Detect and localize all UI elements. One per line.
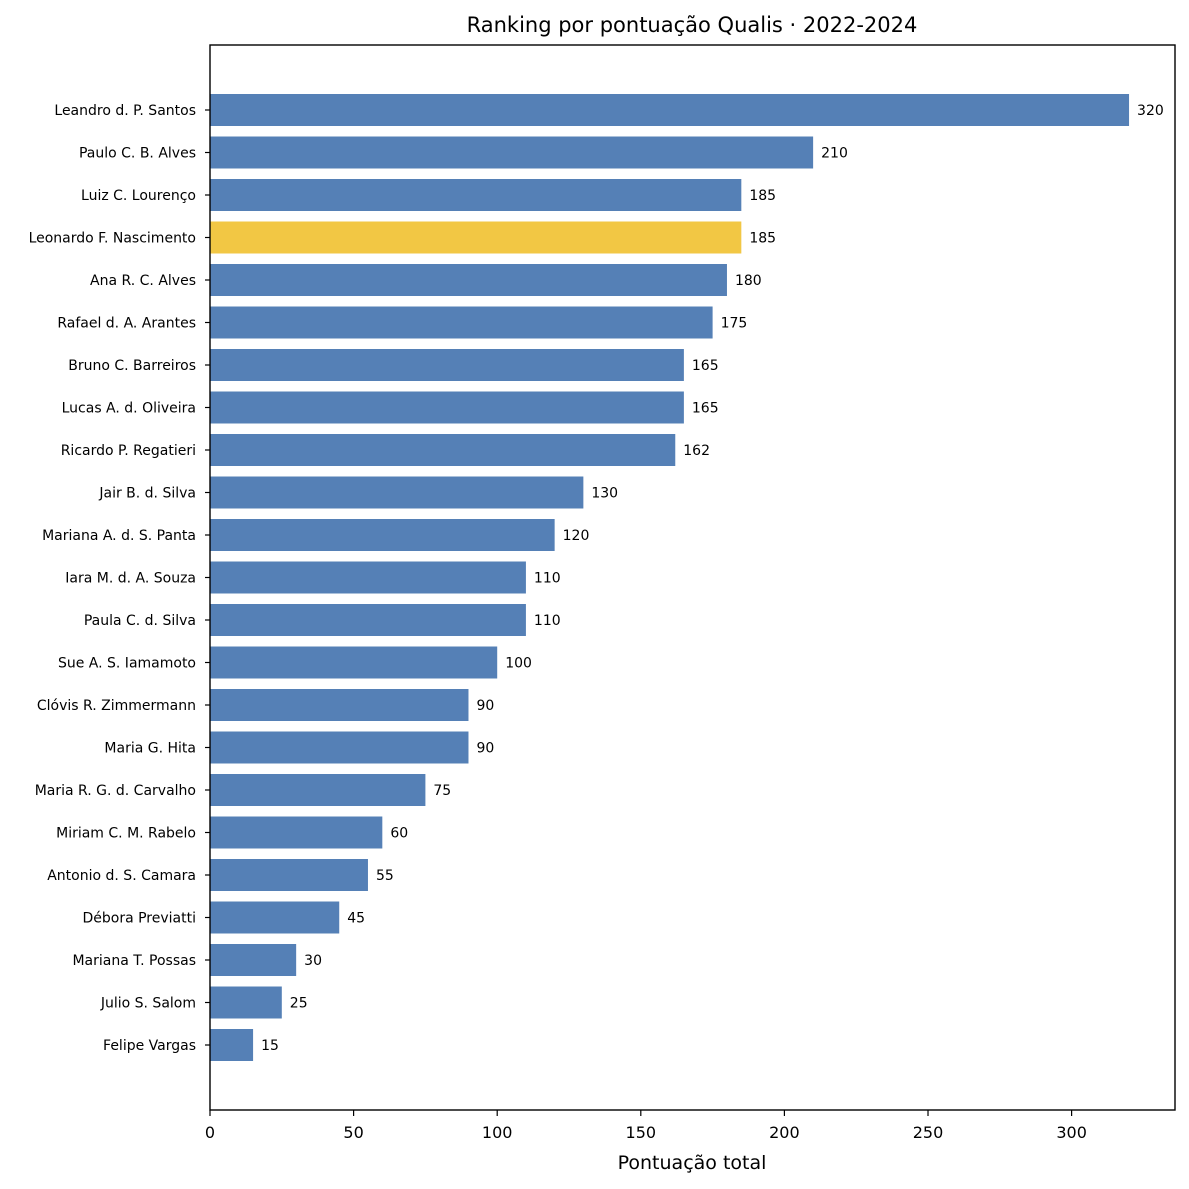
category-label: Leandro d. P. Santos: [54, 103, 196, 119]
x-tick-label: 50: [343, 1123, 363, 1142]
bar-3: [210, 221, 742, 254]
data-label: 25: [290, 996, 308, 1012]
bar-18: [210, 859, 368, 891]
bar-12: [210, 604, 526, 636]
data-label: 185: [749, 231, 776, 247]
x-tick-label: 200: [769, 1123, 800, 1142]
data-label: 110: [534, 613, 561, 629]
bar-8: [210, 434, 676, 466]
bar-19: [210, 901, 340, 934]
category-label: Clóvis R. Zimmermann: [37, 698, 196, 714]
data-label: 15: [261, 1038, 279, 1054]
data-label: 210: [821, 146, 848, 162]
bars-layer: [210, 94, 1130, 1061]
category-label: Lucas A. d. Oliveira: [62, 401, 196, 417]
category-label: Ana R. C. Alves: [90, 273, 196, 289]
category-labels: Leandro d. P. Santos Paulo C. B. Alves Lui…: [29, 103, 210, 1054]
category-label: Leonardo F. Nascimento: [29, 231, 196, 247]
category-label: Rafael d. A. Arantes: [57, 316, 196, 332]
bar-1: [210, 136, 814, 169]
x-axis-label: Pontuação total: [618, 1152, 767, 1174]
data-label: 30: [304, 953, 322, 969]
bar-22: [210, 1029, 254, 1061]
bar-9: [210, 476, 584, 509]
category-label: Felipe Vargas: [103, 1038, 196, 1054]
bar-4: [210, 264, 727, 296]
category-label: Mariana A. d. S. Panta: [42, 528, 196, 544]
category-label: Paula C. d. Silva: [84, 613, 196, 629]
category-label: Débora Previatti: [82, 911, 196, 927]
bar-0: [210, 94, 1130, 126]
data-labels: 320 210 185 185 180 175 165 165 162 130 120 110 110 1…: [261, 103, 1164, 1054]
bar-16: [210, 774, 426, 806]
category-label: Antonio d. S. Camara: [47, 868, 196, 884]
x-tick-label: 0: [205, 1123, 215, 1142]
data-label: 75: [433, 783, 451, 799]
x-tick-label: 100: [482, 1123, 513, 1142]
x-tick-label: 250: [913, 1123, 944, 1142]
bar-20: [210, 944, 297, 976]
data-label: 180: [735, 273, 762, 289]
data-label: 110: [534, 571, 561, 587]
category-label: Paulo C. B. Alves: [79, 146, 196, 162]
bar-5: [210, 306, 713, 339]
data-label: 100: [505, 656, 532, 672]
category-label: Sue A. S. Iamamoto: [58, 656, 196, 672]
x-axis-ticks: 0 50 100 150 200 250 300: [205, 1110, 1087, 1142]
data-label: 162: [683, 443, 710, 459]
bar-21: [210, 986, 282, 1019]
chart-title: Ranking por pontuação Qualis · 2022-2024: [467, 13, 918, 37]
data-label: 185: [749, 188, 776, 204]
bar-17: [210, 816, 383, 849]
bar-10: [210, 519, 555, 551]
category-label: Mariana T. Possas: [72, 953, 196, 969]
x-tick-label: 300: [1056, 1123, 1087, 1142]
category-label: Bruno C. Barreiros: [68, 358, 196, 374]
data-label: 90: [476, 741, 494, 757]
bar-14: [210, 689, 469, 721]
data-label: 320: [1137, 103, 1164, 119]
data-label: 45: [347, 911, 365, 927]
bar-2: [210, 179, 742, 211]
category-label: Maria R. G. d. Carvalho: [35, 783, 196, 799]
data-label: 55: [376, 868, 394, 884]
data-label: 175: [721, 316, 748, 332]
category-label: Luiz C. Lourenço: [81, 188, 196, 204]
plot-frame: [209, 44, 1176, 1111]
bar-11: [210, 561, 526, 594]
data-label: 165: [692, 358, 719, 374]
data-label: 120: [563, 528, 590, 544]
data-label: 90: [476, 698, 494, 714]
x-tick-label: 150: [626, 1123, 657, 1142]
data-label: 165: [692, 401, 719, 417]
bar-6: [210, 349, 684, 381]
category-label: Iara M. d. A. Souza: [65, 571, 196, 587]
category-label: Jair B. d. Silva: [98, 486, 196, 502]
category-label: Miriam C. M. Rabelo: [56, 826, 196, 842]
bar-15: [210, 731, 469, 764]
bar-13: [210, 646, 498, 679]
data-label: 60: [390, 826, 408, 842]
data-label: 130: [591, 486, 618, 502]
bar-7: [210, 391, 684, 424]
category-label: Julio S. Salom: [100, 996, 196, 1012]
category-label: Ricardo P. Regatieri: [61, 443, 196, 459]
category-label: Maria G. Hita: [104, 741, 196, 757]
